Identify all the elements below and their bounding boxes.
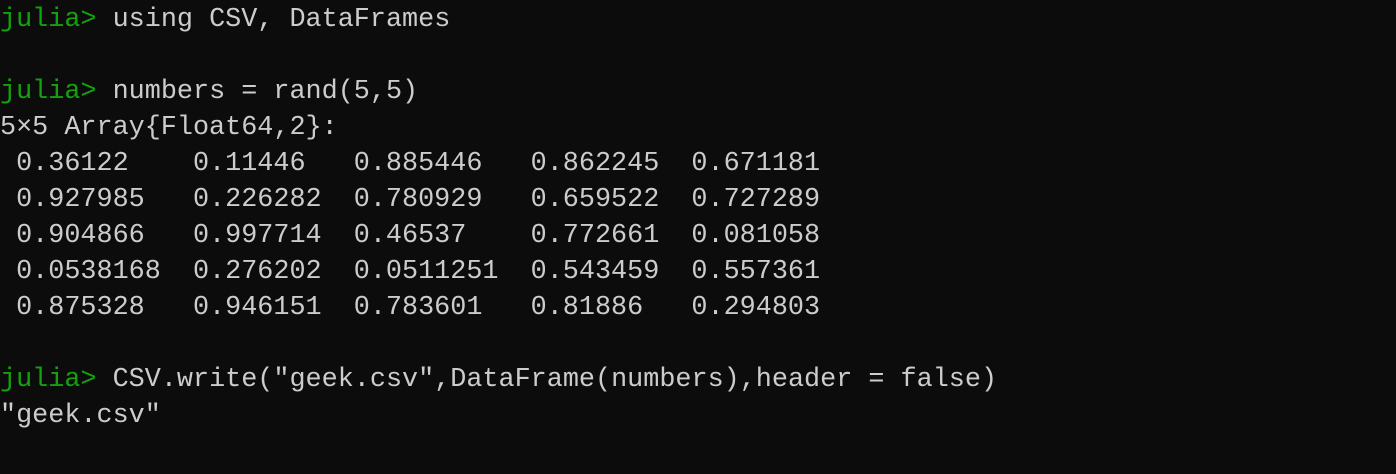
matrix-cell: 0.904866 (16, 221, 145, 251)
matrix-cell: 0.294803 (691, 293, 821, 323)
matrix-row: 0.875328 0.946151 0.783601 0.81886 0.294803 (0, 290, 1396, 326)
matrix-row: 0.927985 0.226282 0.780929 0.659522 0.727289 (0, 182, 1396, 218)
matrix-cell: 0.543459 (530, 257, 660, 287)
matrix-cell: 0.11446 (192, 149, 306, 179)
blank-line (0, 38, 1396, 74)
matrix-output: 0.36122 0.11446 0.885446 0.862245 0.671181 0.… (0, 146, 1396, 326)
command-line: julia> numbers = rand(5,5) (0, 74, 1396, 110)
matrix-cell: 0.276202 (192, 257, 322, 287)
julia-terminal[interactable]: julia> using CSV, DataFrames julia> numb… (0, 0, 1396, 434)
julia-prompt: julia> (0, 365, 113, 395)
command-line: julia> CSV.write("geek.csv",DataFrame(nu… (0, 362, 1396, 398)
array-header: 5×5 Array{Float64,2}: (0, 113, 338, 143)
matrix-cell: 0.226282 (192, 185, 322, 215)
matrix-cell: 0.0538168 (16, 257, 161, 287)
matrix-cell: 0.885446 (353, 149, 483, 179)
matrix-cell: 0.081058 (691, 221, 821, 251)
matrix-cell: 0.557361 (691, 257, 821, 287)
matrix-cell: 0.780929 (353, 185, 483, 215)
matrix-cell: 0.81886 (530, 293, 644, 323)
matrix-row: 0.0538168 0.276202 0.0511251 0.543459 0.5573… (0, 254, 1396, 290)
matrix-cell: 0.46537 (353, 221, 467, 251)
matrix-row: 0.904866 0.997714 0.46537 0.772661 0.081058 (0, 218, 1396, 254)
matrix-cell: 0.772661 (530, 221, 660, 251)
matrix-cell: 0.997714 (192, 221, 322, 251)
matrix-cell: 0.862245 (530, 149, 660, 179)
matrix-cell: 0.783601 (353, 293, 483, 323)
blank-line (0, 326, 1396, 362)
matrix-cell: 0.659522 (530, 185, 660, 215)
julia-prompt: julia> (0, 77, 113, 107)
matrix-cell: 0.0511251 (353, 257, 499, 287)
command-text: numbers = rand(5,5) (112, 77, 419, 107)
matrix-cell: 0.671181 (691, 149, 821, 179)
julia-prompt: julia> (0, 5, 113, 35)
matrix-cell: 0.927985 (16, 185, 145, 215)
command-output: "geek.csv" (0, 401, 161, 431)
matrix-cell: 0.875328 (16, 293, 145, 323)
matrix-cell: 0.727289 (691, 185, 821, 215)
command-text: using CSV, DataFrames (112, 5, 451, 35)
command-text: CSV.write("geek.csv",DataFrame(numbers),… (112, 365, 998, 395)
matrix-cell: 0.946151 (192, 293, 322, 323)
matrix-row: 0.36122 0.11446 0.885446 0.862245 0.671181 (0, 146, 1396, 182)
matrix-cell: 0.36122 (16, 149, 129, 179)
command-line: julia> using CSV, DataFrames (0, 2, 1396, 38)
